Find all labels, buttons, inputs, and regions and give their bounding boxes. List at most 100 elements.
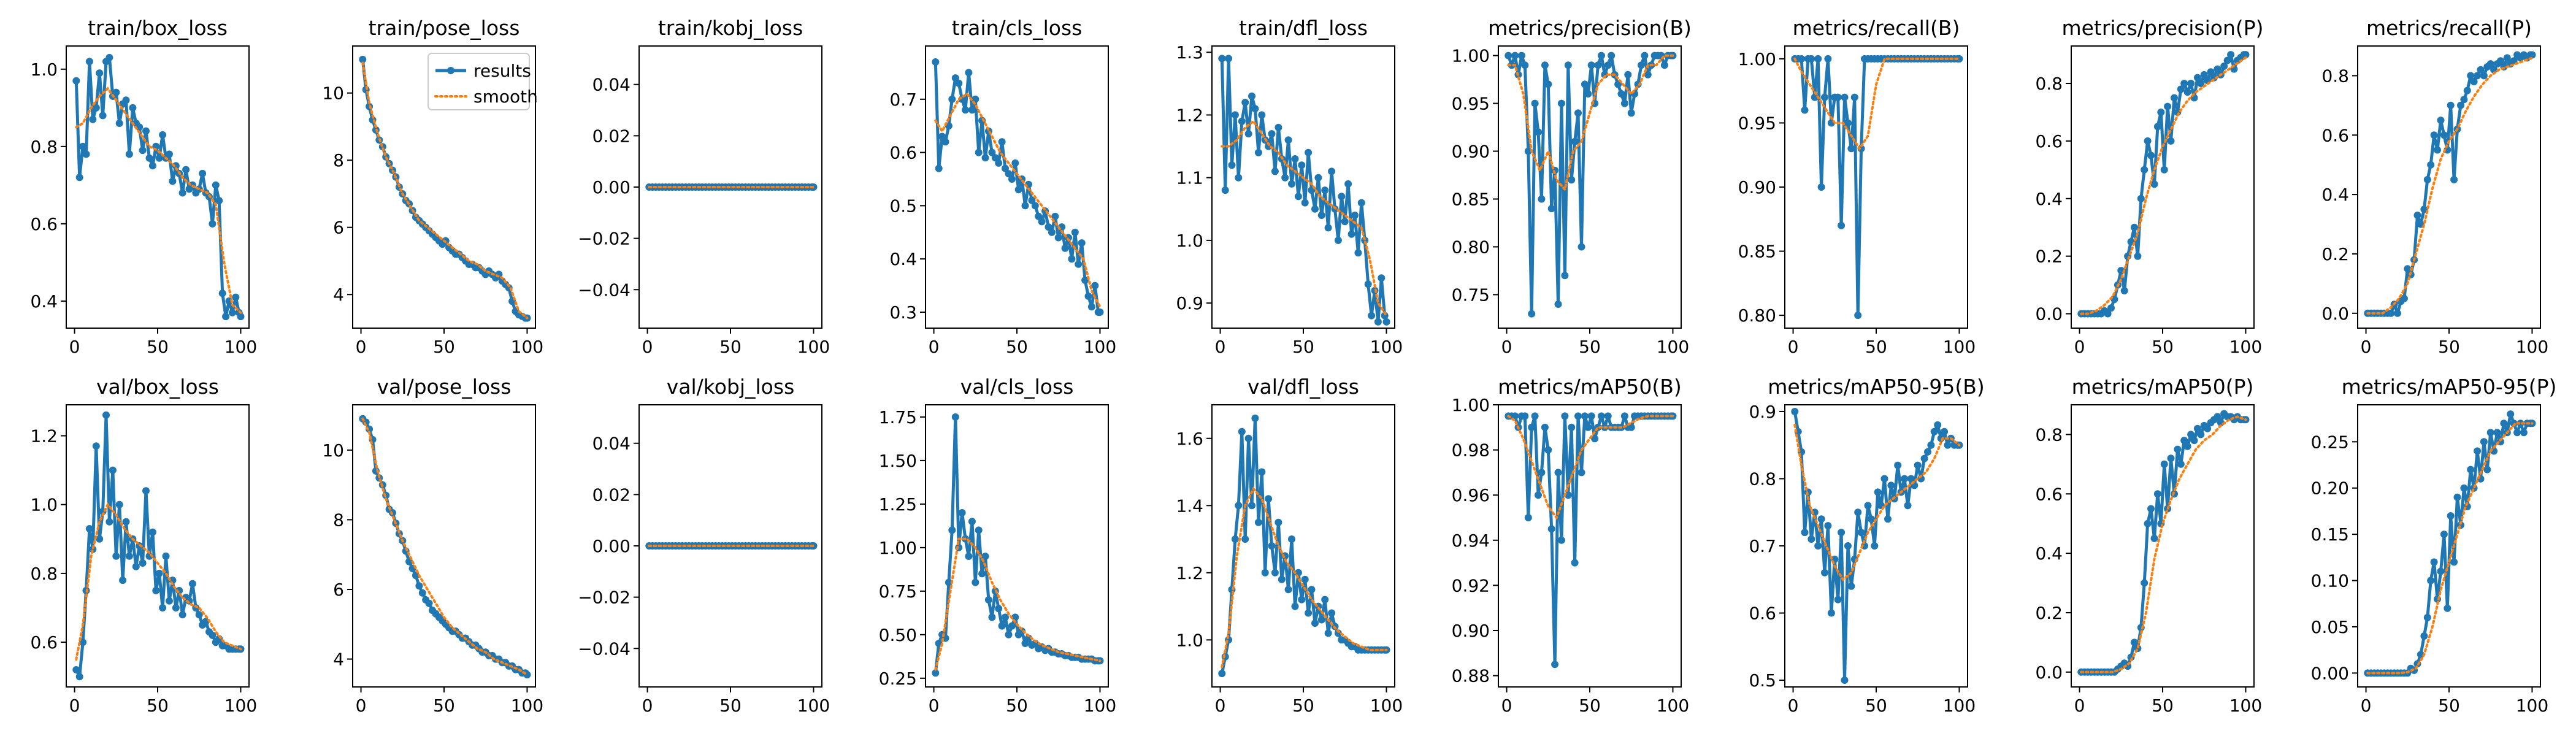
y-tick-label: 0.25 xyxy=(879,669,917,689)
results-point xyxy=(968,106,976,114)
results-point xyxy=(1334,629,1342,637)
results-point xyxy=(2477,66,2485,74)
results-point xyxy=(125,150,133,158)
results-point xyxy=(2500,420,2508,427)
y-tick-label: 4 xyxy=(333,650,344,670)
results-point xyxy=(1361,236,1369,244)
results-point xyxy=(1075,260,1083,268)
results-point xyxy=(155,569,163,577)
results-point xyxy=(1660,61,1668,69)
results-point xyxy=(965,69,973,77)
results-point xyxy=(1071,228,1079,236)
results-point xyxy=(1275,123,1282,131)
results-point xyxy=(1281,174,1289,182)
results-point xyxy=(1598,412,1605,420)
subplot-title: val/cls_loss xyxy=(960,375,1074,399)
results-point xyxy=(2486,429,2494,437)
results-point xyxy=(1801,106,1809,114)
results-point xyxy=(1641,52,1649,59)
results-point xyxy=(1364,280,1372,288)
results-point xyxy=(2150,180,2158,188)
results-point xyxy=(1941,427,1949,435)
results-series-line xyxy=(2081,412,2246,674)
results-point xyxy=(1574,109,1582,117)
results-point xyxy=(1251,105,1259,113)
x-tick-label: 50 xyxy=(1865,696,1887,716)
x-tick-label: 100 xyxy=(1084,696,1116,716)
results-point xyxy=(92,104,100,112)
results-point xyxy=(1271,167,1279,175)
results-point xyxy=(965,553,973,560)
results-point xyxy=(932,58,940,66)
y-tick-label: 0.00 xyxy=(592,536,631,556)
y-tick-label: 0.80 xyxy=(1452,237,1490,257)
results-point xyxy=(1591,435,1599,443)
results-point xyxy=(1321,186,1329,194)
results-point xyxy=(1248,92,1255,100)
results-point xyxy=(1305,609,1313,617)
results-point xyxy=(92,442,100,450)
results-point xyxy=(1054,234,1062,242)
results-point xyxy=(1887,481,1895,489)
results-point xyxy=(2474,447,2482,455)
results-point xyxy=(1834,93,1842,101)
axes-frame xyxy=(2071,45,2255,329)
results-point xyxy=(1598,52,1605,59)
results-point xyxy=(139,559,147,567)
results-point xyxy=(1608,52,1616,59)
results-point xyxy=(209,220,217,228)
results-point xyxy=(995,159,1003,167)
x-tick-label: 100 xyxy=(1370,696,1403,716)
y-tick-label: 1.2 xyxy=(30,426,58,446)
subplot-title: train/box_loss xyxy=(88,16,228,40)
y-tick-label: 0.9 xyxy=(1176,293,1203,313)
results-point xyxy=(1564,491,1572,499)
results-point xyxy=(102,411,110,419)
axes-frame xyxy=(2357,404,2541,688)
results-point xyxy=(1521,412,1529,420)
x-tick-label: 100 xyxy=(1943,337,1976,357)
y-tick-label: 1.4 xyxy=(1176,496,1203,516)
results-point xyxy=(1096,309,1104,316)
results-point xyxy=(1218,670,1226,678)
results-point xyxy=(1381,312,1389,320)
results-point xyxy=(72,77,80,85)
results-point xyxy=(2486,60,2494,68)
results-point xyxy=(1904,502,1912,510)
results-point xyxy=(951,74,959,82)
y-tick-label: 0.80 xyxy=(1738,305,1776,326)
subplot-metrics_recall_p: metrics/recall(P) 0 50 100 0.0 0.2 0.4 0.6 0.8 xyxy=(2321,16,2548,357)
y-tick-label: 1.0 xyxy=(30,59,58,80)
results-point xyxy=(1382,318,1390,326)
results-point xyxy=(1038,218,1046,226)
results-point xyxy=(1821,569,1828,577)
results-point xyxy=(2160,166,2168,174)
results-point xyxy=(1535,128,1542,136)
y-tick-label: 0.2 xyxy=(2035,247,2063,267)
axes-frame xyxy=(2071,404,2255,688)
results-point xyxy=(2177,85,2185,93)
y-tick-label: 0.0 xyxy=(2321,304,2349,324)
subplot-title: train/pose_loss xyxy=(369,16,520,40)
legend-swatch-marker xyxy=(447,67,454,74)
results-point xyxy=(1328,167,1336,175)
results-point xyxy=(988,613,996,621)
axes-frame xyxy=(352,404,536,688)
results-point xyxy=(2497,57,2504,65)
subplot-metrics_map50_p: metrics/mAP50(P) 0 50 100 0.0 0.2 0.4 0.6 0.8 xyxy=(2035,375,2262,716)
x-tick-label: 0 xyxy=(69,337,80,357)
results-point xyxy=(182,166,190,174)
results-point xyxy=(2423,175,2431,183)
results-point xyxy=(75,673,83,681)
results-point xyxy=(1551,661,1559,669)
results-point xyxy=(1584,423,1592,431)
results-point xyxy=(945,578,953,586)
results-point xyxy=(145,154,153,162)
results-point xyxy=(2447,101,2455,109)
results-point xyxy=(2447,512,2455,519)
results-point xyxy=(1528,423,1536,431)
y-tick-label: 10 xyxy=(322,440,344,461)
x-tick-label: 50 xyxy=(147,696,169,716)
y-tick-label: 1.50 xyxy=(879,451,917,471)
results-point xyxy=(955,79,963,87)
